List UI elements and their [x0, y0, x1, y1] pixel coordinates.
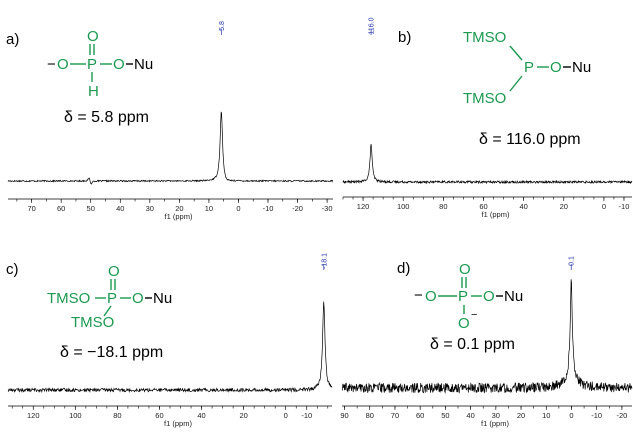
panel-c-shift: δ = −18.1 ppm — [60, 344, 163, 361]
x-axis-tick-label: 20 — [239, 411, 247, 420]
panel-c-atom-tmso-bottom: TMSO — [71, 314, 114, 331]
panel-d-atom-o-bottom: O — [458, 315, 470, 332]
panel-b-bond — [509, 45, 523, 61]
panel-a-charge: − — [47, 56, 56, 73]
panel-c-bond — [103, 305, 112, 317]
x-axis-tick-label: 0 — [284, 411, 288, 420]
panel-c-annotation: c) O TMSO P O Nu TMSO δ = −18.1 ppm — [6, 261, 172, 361]
panel-b-atom-p: P — [524, 59, 534, 76]
x-axis-tick-label: 30 — [146, 204, 154, 213]
panel-d-charge-left: − — [414, 287, 423, 304]
x-axis-tick-label: 0 — [569, 411, 573, 420]
peak-label: 0.1 — [569, 256, 576, 266]
panel-a-annotation: a) − O P O O Nu H δ = 5.8 ppm — [6, 28, 153, 126]
peak-label: 116.0 — [369, 17, 376, 34]
x-axis-tick-label: 60 — [57, 204, 65, 213]
x-axis-tick-label: 10 — [542, 411, 550, 420]
x-axis-tick-label: 20 — [517, 411, 525, 420]
panel-c-atom-p: P — [107, 290, 117, 307]
x-axis-tick-label: 0 — [602, 202, 606, 211]
x-axis-tick-label: -30 — [322, 204, 333, 213]
x-axis-tick-label: 60 — [416, 411, 424, 420]
spectrum-c: 120 100 80 60 40 20 0 -10 f1 (ppm) -18.1 — [7, 253, 333, 428]
panel-d-shift: δ = 0.1 ppm — [430, 336, 515, 353]
spectrum-trace — [7, 301, 333, 394]
panel-d-label: d) — [397, 260, 410, 277]
panel-a-shift: δ = 5.8 ppm — [64, 109, 149, 126]
panel-c-atom-tmso-left: TMSO — [47, 290, 90, 307]
panel-d-charge-bottom: − — [471, 309, 477, 321]
panel-c-label: c) — [6, 261, 19, 278]
x-axis-tick-label: -10 — [301, 411, 312, 420]
peak-label: 5.8 — [219, 21, 226, 31]
peak-label: -18.1 — [321, 253, 328, 269]
panel-b-atom-tmso-bottom: TMSO — [463, 90, 506, 107]
x-axis-tick-label: -10 — [263, 204, 274, 213]
x-axis-tick-label: 70 — [27, 204, 35, 213]
x-axis-tick-label: 20 — [560, 202, 568, 211]
x-axis-title: f1 (ppm) — [164, 419, 192, 428]
x-axis-tick-label: 20 — [175, 204, 183, 213]
spectrum-a: 70 60 50 40 30 20 10 0 -10 -20 -30 f1 (ppm) 5.8 — [7, 21, 334, 221]
x-axis-tick-label: 80 — [439, 202, 447, 211]
x-axis-title: f1 (ppm) — [165, 212, 193, 221]
panel-b-atom-nu: Nu — [572, 59, 591, 76]
panel-d-atom-p: P — [458, 288, 468, 305]
panel-d-atom-o-top: O — [459, 261, 471, 278]
panel-b-shift: δ = 116.0 ppm — [479, 131, 581, 148]
x-axis-tick-label: 120 — [27, 411, 40, 420]
x-axis-tick-label: -20 — [292, 204, 303, 213]
panel-b-bond — [509, 75, 523, 92]
x-axis-tick-label: -20 — [616, 411, 627, 420]
x-axis-tick-label: 120 — [357, 202, 370, 211]
x-axis-tick-label: 60 — [479, 202, 487, 211]
panel-a-atom-p: P — [87, 56, 97, 73]
x-axis-tick-label: -10 — [619, 202, 630, 211]
panel-d-atom-o-right: O — [483, 288, 495, 305]
x-axis-tick-label: 0 — [236, 204, 240, 213]
panel-c-atom-o-top: O — [108, 263, 120, 280]
panel-c-atom-nu: Nu — [153, 290, 172, 307]
spectrum-trace — [341, 279, 633, 394]
spectrum-trace — [7, 111, 334, 185]
panel-a-label: a) — [6, 31, 19, 48]
panel-b-atom-o: O — [550, 59, 562, 76]
spectrum-b: 120 100 80 60 40 20 0 -10 f1 (ppm) 116.0 — [342, 17, 633, 219]
x-axis-tick-label: 100 — [69, 411, 82, 420]
x-axis-tick-label: 50 — [441, 411, 449, 420]
panel-a-atom-h: H — [88, 83, 99, 100]
x-axis-title: f1 (ppm) — [481, 419, 509, 428]
x-axis-tick-label: 80 — [113, 411, 121, 420]
x-axis-tick-label: 40 — [519, 202, 527, 211]
x-axis-tick-label: 10 — [205, 204, 213, 213]
panel-a-atom-o-top: O — [87, 28, 99, 45]
x-axis-title: f1 (ppm) — [482, 210, 510, 219]
x-axis-tick-label: 40 — [116, 204, 124, 213]
panel-c-atom-o-right: O — [132, 290, 144, 307]
panel-b-annotation: b) TMSO P O Nu TMSO δ = 116.0 ppm — [398, 29, 591, 148]
panel-d-atom-o-left: O — [425, 288, 437, 305]
panel-a-atom-nu: Nu — [134, 56, 153, 73]
panel-b-atom-tmso-top: TMSO — [463, 29, 506, 46]
x-axis-tick-label: -10 — [591, 411, 602, 420]
x-axis-tick-label: 40 — [466, 411, 474, 420]
panel-b-label: b) — [398, 29, 411, 46]
x-axis-tick-label: 80 — [366, 411, 374, 420]
x-axis-tick-label: 100 — [397, 202, 410, 211]
panel-a-atom-o-right: O — [113, 56, 125, 73]
panel-d-annotation: d) O − O P O Nu O − δ = 0.1 ppm — [397, 260, 523, 353]
spectrum-d: 90 80 70 60 50 40 30 20 10 0 -10 -20 f1 (ppm) 0.1 — [340, 256, 633, 428]
x-axis-tick-label: 30 — [492, 411, 500, 420]
panel-a-atom-o-left: O — [57, 56, 69, 73]
x-axis-tick-label: 90 — [340, 411, 348, 420]
panel-d-atom-nu: Nu — [504, 288, 523, 305]
x-axis-tick-label: 50 — [87, 204, 95, 213]
x-axis-tick-label: 40 — [197, 411, 205, 420]
x-axis-tick-label: 70 — [391, 411, 399, 420]
x-axis-tick-label: 60 — [155, 411, 163, 420]
spectrum-trace — [342, 143, 633, 185]
